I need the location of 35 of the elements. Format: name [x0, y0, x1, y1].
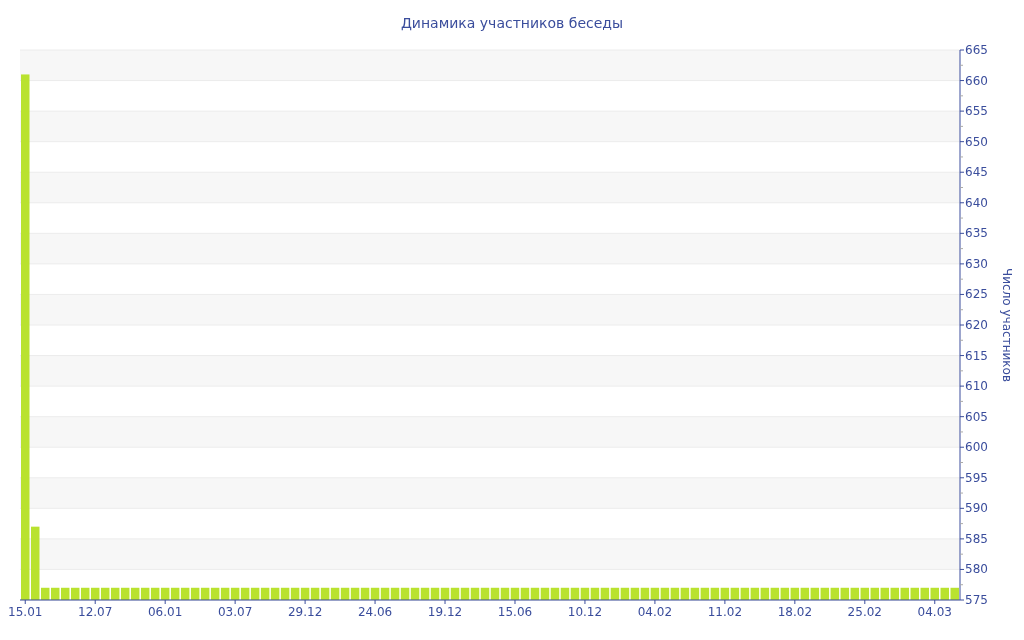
x-tick-label: 29.12: [287, 605, 323, 619]
x-tick-label: 04.03: [917, 605, 952, 619]
y-axis-title: Число участников: [1000, 268, 1014, 382]
x-tick-label: 24.06: [357, 605, 393, 619]
x-tick-label: 03.07: [217, 605, 253, 619]
y-tick-label: 665: [965, 43, 988, 57]
y-tick-label: 605: [965, 409, 988, 424]
y-tick-label: 650: [965, 134, 988, 149]
y-tick-label: 655: [965, 104, 988, 119]
y-tick-label: 615: [965, 348, 988, 363]
x-tick-label: 25.02: [847, 605, 882, 619]
chart-title: Динамика участников беседы: [400, 15, 624, 31]
x-tick-label: 11.02: [707, 605, 743, 619]
y-tick-label: 585: [965, 531, 988, 546]
x-tick-label: 19.12: [427, 605, 463, 619]
y-tick-label: 660: [965, 73, 988, 88]
y-tick-label: 590: [965, 501, 988, 516]
y-tick-label: 635: [965, 226, 988, 241]
x-tick-label: 12.07: [78, 605, 113, 619]
y-tick-label: 630: [965, 256, 988, 271]
x-tick-label: 15.01: [8, 605, 43, 619]
y-tick-label: 645: [965, 165, 988, 180]
y-tick-label: 620: [965, 318, 988, 332]
y-tick-label: 625: [965, 287, 988, 302]
x-tick-label: 10.12: [567, 605, 603, 619]
y-tick-label: 610: [965, 379, 988, 394]
x-tick-label: 15.06: [497, 605, 533, 619]
y-tick-label: 600: [965, 440, 988, 455]
y-tick-label: 640: [965, 195, 988, 210]
y-tick-label: 595: [965, 470, 988, 485]
x-tick-label: 18.02: [777, 605, 813, 619]
y-tick-label: 580: [965, 562, 988, 577]
x-tick-label: 06.01: [147, 605, 183, 619]
x-tick-label: 04.02: [637, 605, 673, 619]
y-tick-label: 575: [965, 593, 988, 607]
